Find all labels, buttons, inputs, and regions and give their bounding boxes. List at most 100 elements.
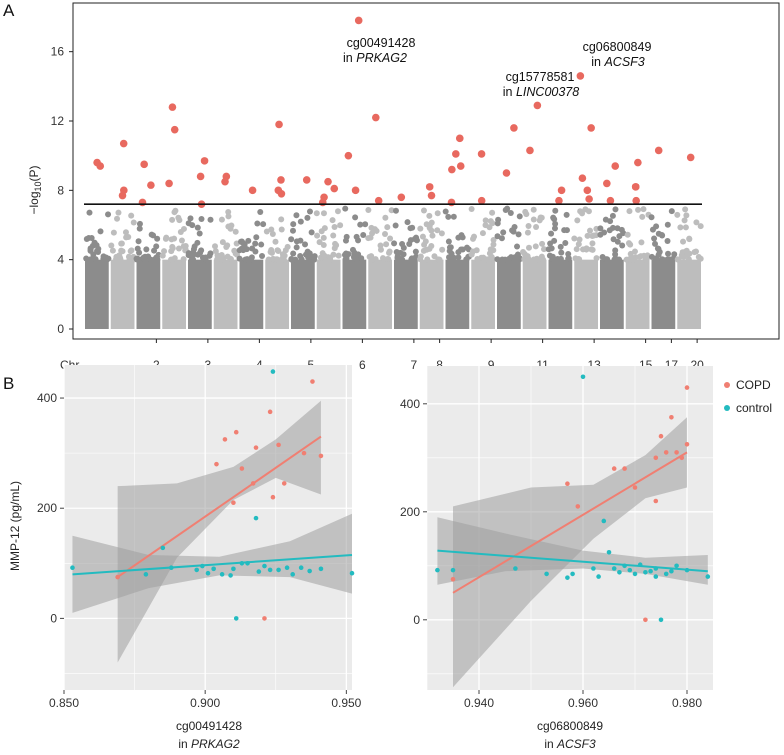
manhattan-point — [373, 227, 380, 234]
manhattan-point — [88, 234, 95, 241]
copd-point — [653, 498, 659, 504]
manhattan-point — [498, 235, 505, 242]
manhattan-point — [407, 225, 414, 232]
manhattan-point — [306, 208, 313, 215]
manhattan-point — [249, 245, 256, 252]
manhattan-point — [86, 209, 93, 216]
manhattan-point — [417, 253, 424, 260]
control-point — [349, 570, 355, 576]
control-point — [601, 518, 607, 524]
manhattan-point — [575, 241, 582, 248]
manhattan-point — [675, 256, 682, 263]
manhattan-point — [355, 251, 362, 258]
copd-point — [250, 481, 256, 486]
manhattan-point — [341, 251, 348, 258]
manhattan-point — [110, 229, 117, 236]
x-tick-label: 0.960 — [568, 696, 598, 710]
x-tick-label: 0.950 — [331, 696, 361, 710]
control-point — [627, 567, 633, 573]
chromosome-band — [239, 259, 264, 329]
manhattan-point — [681, 217, 688, 224]
control-point — [580, 374, 586, 380]
manhattan-point — [102, 254, 109, 261]
chromosome-band — [522, 259, 547, 329]
manhattan-point — [257, 209, 264, 216]
manhattan-point — [490, 241, 497, 248]
chromosome-band — [651, 259, 676, 329]
manhattan-point — [147, 256, 154, 263]
x-tick-label: 0.940 — [464, 696, 494, 710]
manhattan-point — [629, 255, 636, 262]
significant-point — [397, 193, 406, 202]
control-point — [211, 566, 216, 572]
manhattan-point — [280, 256, 287, 263]
control-point — [591, 566, 596, 571]
copd-point — [267, 409, 273, 415]
annotation-probe-2: cg15778581 — [506, 70, 575, 84]
manhattan-point — [219, 256, 226, 263]
annotation-gene-2: in LINC00378 — [503, 85, 579, 99]
manhattan-point — [426, 222, 433, 229]
significant-point — [374, 196, 383, 205]
x-tick-label: 0.900 — [190, 696, 220, 710]
manhattan-point — [643, 256, 650, 263]
manhattan-point — [648, 214, 655, 221]
manhattan-point — [258, 241, 265, 248]
copd-point — [658, 433, 664, 439]
manhattan-point — [122, 229, 129, 236]
manhattan-point — [428, 227, 435, 234]
control-point — [245, 561, 250, 566]
manhattan-point — [507, 210, 514, 217]
annotation-probe-1: cg00491428 — [347, 36, 416, 50]
manhattan-x-tick-label: 6 — [359, 358, 366, 372]
control-point — [70, 565, 75, 571]
manhattan-point — [169, 216, 176, 223]
scatter-panel-prkag2: 0 200 400 0.850 0.900 0.950 — [37, 365, 362, 710]
manhattan-point — [243, 246, 250, 253]
manhattan-point — [168, 236, 175, 243]
manhattan-point — [365, 207, 372, 214]
control-confidence-band — [72, 513, 353, 613]
control-point — [643, 569, 648, 575]
manhattan-point — [305, 254, 312, 261]
manhattan-point — [489, 209, 496, 216]
manhattan-point — [515, 231, 522, 238]
manhattan-point — [609, 212, 616, 219]
copd-point — [301, 450, 307, 456]
manhattan-point — [105, 211, 112, 218]
copd-point — [679, 455, 685, 461]
manhattan-point — [327, 256, 334, 263]
manhattan-point — [624, 231, 631, 238]
significant-point — [96, 162, 105, 170]
manhattan-point — [479, 230, 486, 237]
manhattan-point — [588, 246, 595, 253]
manhattan-point — [274, 256, 281, 263]
control-point — [674, 563, 679, 569]
control-point — [637, 562, 643, 568]
manhattan-point — [316, 239, 323, 246]
manhattan-point — [196, 230, 203, 237]
manhattan-point — [97, 228, 104, 235]
significant-point — [274, 186, 283, 195]
manhattan-point — [539, 240, 546, 247]
manhattan-point — [658, 231, 665, 238]
manhattan-point — [320, 210, 327, 217]
manhattan-point — [95, 248, 102, 255]
manhattan-point — [585, 208, 592, 215]
manhattan-point — [488, 254, 495, 261]
significant-point — [477, 196, 486, 205]
chromosome-band — [85, 259, 109, 329]
chromosome-band — [574, 259, 598, 329]
manhattan-point — [530, 206, 537, 213]
manhattan-point — [463, 256, 470, 263]
manhattan-point — [245, 237, 252, 244]
manhattan-point — [382, 231, 389, 238]
manhattan-point — [125, 233, 132, 240]
control-point — [284, 565, 290, 571]
manhattan-point — [551, 225, 558, 232]
manhattan-point — [384, 224, 391, 231]
manhattan-point — [278, 216, 285, 223]
copd-point — [450, 577, 456, 582]
manhattan-point — [391, 240, 398, 247]
manhattan-point — [225, 213, 232, 220]
